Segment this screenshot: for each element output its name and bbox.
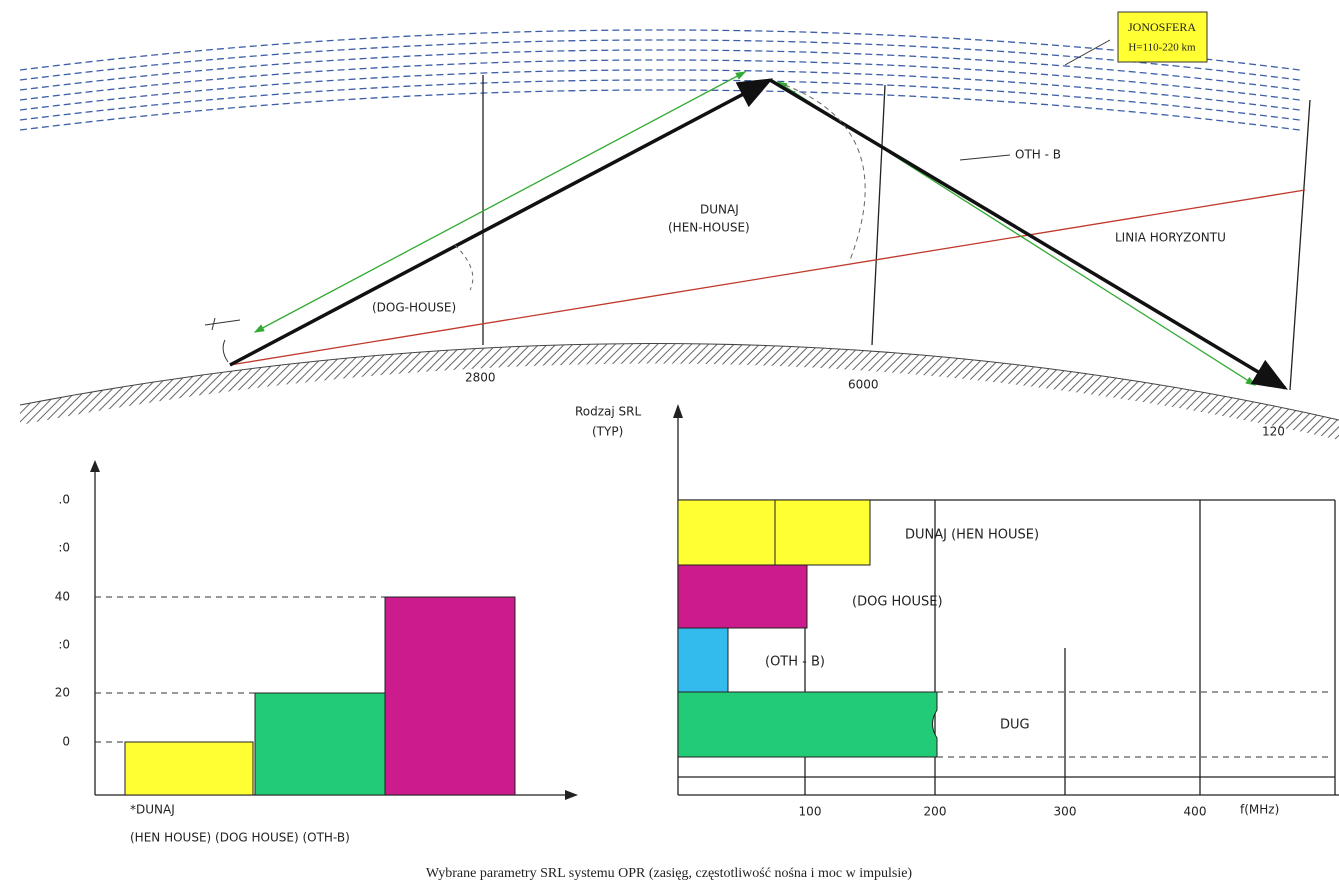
bar bbox=[255, 693, 385, 795]
bar bbox=[678, 692, 937, 757]
category-label: (HEN HOUSE) (DOG HOUSE) (OTH-B) bbox=[130, 831, 350, 845]
bar-label: DUNAJ (HEN HOUSE) bbox=[905, 528, 1039, 543]
y-tick-label: 0 bbox=[62, 735, 70, 749]
distance: 120 bbox=[1262, 425, 1285, 439]
label: OTH - B bbox=[1015, 148, 1061, 162]
category-label: *DUNAJ bbox=[130, 803, 175, 817]
caption: Wybrane parametry SRL systemu OPR (zasię… bbox=[426, 866, 913, 881]
bar bbox=[678, 500, 870, 565]
y-tick-label: 40 bbox=[55, 590, 70, 604]
label: DUNAJ bbox=[700, 203, 739, 217]
bar bbox=[385, 597, 515, 795]
horizon-line bbox=[230, 190, 1305, 365]
y-tick-label: 20 bbox=[55, 686, 70, 700]
ionosphere-height: H=110-220 km bbox=[1128, 42, 1196, 54]
distance: 6000 bbox=[848, 378, 879, 392]
x-tick-label: 300 bbox=[1054, 805, 1077, 819]
angle-mark bbox=[205, 318, 240, 362]
x-tick-label: 200 bbox=[924, 805, 947, 819]
pointer bbox=[1065, 40, 1110, 65]
axis-title: (TYP) bbox=[592, 425, 623, 439]
label: (HEN-HOUSE) bbox=[668, 221, 750, 235]
label: LINIA HORYZONTU bbox=[1115, 231, 1226, 245]
x-tick-label: 400 bbox=[1184, 805, 1207, 819]
x-tick-label: 100 bbox=[799, 805, 822, 819]
x-unit: f(MHz) bbox=[1240, 803, 1279, 817]
arrowhead bbox=[673, 404, 683, 418]
bar-label: DUG bbox=[1000, 718, 1030, 733]
y-tick-label: :0 bbox=[58, 638, 70, 652]
page: JONOSFERA H=110-220 km OTH - B DUNAJ (HE… bbox=[0, 0, 1339, 889]
bar bbox=[125, 742, 253, 795]
bar bbox=[678, 565, 807, 628]
axis-title: Rodzaj SRL bbox=[575, 405, 642, 419]
bar-label: (OTH - B) bbox=[765, 655, 825, 670]
ionosphere-title: JONOSFERA bbox=[1128, 20, 1196, 34]
label: (DOG-HOUSE) bbox=[372, 301, 456, 315]
pointer bbox=[960, 155, 1010, 160]
ionosphere-layers bbox=[20, 30, 1300, 130]
y-tick-label: :0 bbox=[58, 541, 70, 555]
right-dashes bbox=[937, 692, 1330, 757]
bar bbox=[678, 628, 728, 692]
distance: 2800 bbox=[465, 371, 496, 385]
bar-label: (DOG HOUSE) bbox=[852, 595, 943, 610]
earth bbox=[20, 344, 1339, 440]
y-tick-label: .0 bbox=[59, 493, 70, 507]
angle-arc bbox=[455, 245, 473, 290]
